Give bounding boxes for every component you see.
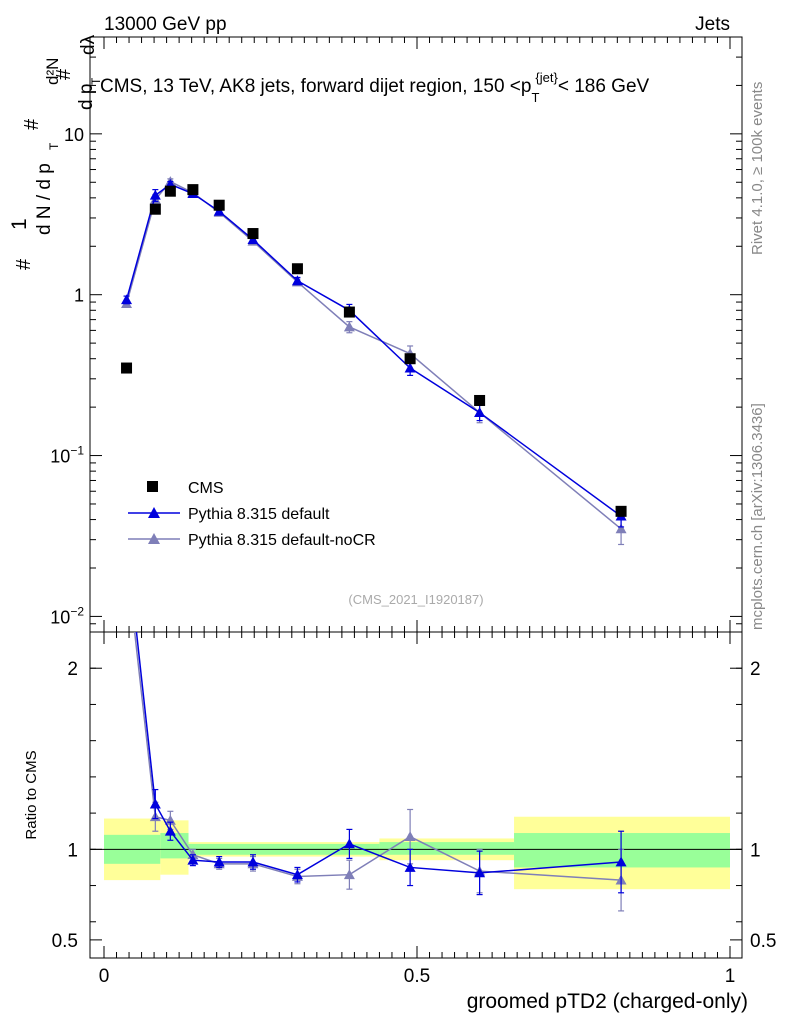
ylabel-d2n: d²N xyxy=(43,58,62,85)
main-point-default xyxy=(291,275,303,286)
ratio-marks xyxy=(133,632,627,912)
main-point-default xyxy=(247,234,259,245)
ratio-point-nocr xyxy=(404,831,416,842)
legend: CMS Pythia 8.315 default Pythia 8.315 de… xyxy=(128,480,376,549)
ratio-bands xyxy=(90,816,742,890)
main-ylabel: # 1 d N / d p T # # d p T d²N dλ xyxy=(8,34,103,270)
ratio-ytick-label-right: 0.5 xyxy=(750,931,776,952)
legend-nocr-label: Pythia 8.315 default-noCR xyxy=(188,532,376,549)
main-point-cms xyxy=(164,185,176,197)
ratio-xtick-label: 1 xyxy=(725,966,736,987)
ratio-point-default xyxy=(247,856,259,867)
ylabel-one: 1 xyxy=(8,218,31,230)
ratio-point-default xyxy=(291,869,303,880)
ratio-xtick-label: 0 xyxy=(99,966,110,987)
main-point-cms xyxy=(404,353,416,365)
ratio-point-default xyxy=(343,838,355,849)
legend-cms-label: CMS xyxy=(188,480,224,497)
ylabel-denom: d N / d p xyxy=(34,163,55,235)
ylabel-num2: # xyxy=(53,68,75,80)
main-line-nocr xyxy=(125,180,622,530)
plot-title-sup: {jet} xyxy=(535,70,558,85)
main-marks xyxy=(121,176,627,546)
ylabel-hash1: # xyxy=(13,258,35,270)
plot-title-sub: T xyxy=(531,90,539,105)
main-ytick-exp: −2 xyxy=(70,604,84,618)
main-point-cms xyxy=(213,199,225,211)
plot-title-end: < 186 GeV xyxy=(558,76,650,97)
legend-cms-marker xyxy=(147,481,158,492)
main-point-default xyxy=(149,189,161,200)
main-ytick-label: 10−1 xyxy=(50,444,84,467)
main-ytick-label: 10−2 xyxy=(50,604,84,627)
main-point-cms xyxy=(474,394,486,406)
ratio-point-nocr xyxy=(343,869,355,880)
ratio-clipped xyxy=(133,632,627,912)
legend-default-label: Pythia 8.315 default xyxy=(188,506,330,523)
main-point-default xyxy=(474,407,486,417)
ratio-point-default xyxy=(404,861,416,872)
rivet-label: Rivet 4.1.0, ≥ 100k events xyxy=(749,82,766,255)
legend-nocr-marker xyxy=(148,533,160,544)
main-ytick-base: 10 xyxy=(64,125,84,145)
energy-label: 13000 GeV pp xyxy=(104,14,227,35)
legend-default-marker xyxy=(148,507,160,518)
ratio-point-default xyxy=(213,856,225,867)
main-ytick-base: 10 xyxy=(50,607,70,627)
main-ytick-label: 10 xyxy=(64,125,84,145)
ylabel-dlambda: dλ xyxy=(78,34,99,55)
ratio-xtick-label: 0.5 xyxy=(404,966,430,987)
main-point-default xyxy=(404,362,416,373)
ratio-point-default xyxy=(149,798,161,809)
ratio-ytick-label-left: 1 xyxy=(67,840,78,861)
process-label: Jets xyxy=(695,14,730,35)
plot-title: CMS, 13 TeV, AK8 jets, forward dijet reg… xyxy=(100,70,650,105)
ratio-axes: 0 0.5 1 0.5 0.5 1 1 2 2 xyxy=(52,631,776,987)
main-point-cms xyxy=(187,184,199,196)
main-point-cms xyxy=(615,505,627,517)
x-axis-label: groomed pTD2 (charged-only) xyxy=(467,990,748,1013)
plot-title-main: CMS, 13 TeV, AK8 jets, forward dijet reg… xyxy=(100,76,531,97)
main-point-default xyxy=(213,205,225,216)
main-point-cms xyxy=(247,228,259,240)
main-ytick-exp: −1 xyxy=(70,444,84,458)
main-point-cms xyxy=(291,263,303,275)
ratio-panel-frame xyxy=(89,631,743,959)
mcplots-label: mcplots.cern.ch [arXiv:1306.3436] xyxy=(749,403,766,630)
main-ytick-base: 1 xyxy=(74,286,84,306)
ratio-point-default xyxy=(474,867,486,878)
ratio-ytick-label-right: 2 xyxy=(750,659,761,680)
ratio-point-default xyxy=(187,854,199,865)
main-ytick-base: 10 xyxy=(50,447,70,467)
ylabel-hash2: # xyxy=(21,118,43,130)
main-point-cms xyxy=(343,306,355,318)
ratio-point-default xyxy=(615,856,627,867)
main-point-cms xyxy=(121,362,133,374)
ylabel-denom-sub: T xyxy=(47,142,61,150)
main-line-default xyxy=(125,183,622,517)
ratio-ytick-label-left: 0.5 xyxy=(52,931,78,952)
ratio-ytick-label-right: 1 xyxy=(750,840,761,861)
main-ytick-label: 1 xyxy=(74,286,84,306)
main-point-default xyxy=(121,294,133,305)
analysis-label: (CMS_2021_I1920187) xyxy=(348,592,483,607)
main-point-nocr xyxy=(615,523,627,534)
main-point-cms xyxy=(149,203,161,215)
ratio-point-default xyxy=(164,825,176,836)
ratio-ylabel: Ratio to CMS xyxy=(23,750,40,839)
ylabel-dpt: d p xyxy=(76,84,97,110)
ratio-ytick-label-left: 2 xyxy=(67,659,78,680)
ylabel-dpt-sub: T xyxy=(89,77,103,85)
main-point-nocr xyxy=(343,321,355,332)
